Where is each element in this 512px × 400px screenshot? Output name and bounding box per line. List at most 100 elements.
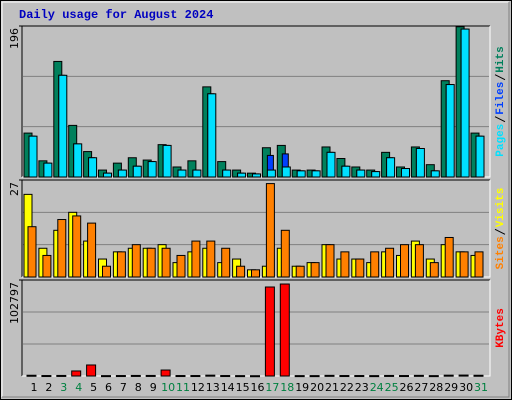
bar [236,265,246,278]
bar [87,222,97,278]
bar [414,244,424,278]
bar [117,169,127,178]
bar [264,286,275,377]
x-tick-label: 19 [295,381,309,394]
legend: Pages Files Hits [494,46,507,157]
x-tick-label: 15 [236,381,250,394]
bar [401,168,410,178]
x-tick-label: 8 [135,381,142,394]
y-tick-label: 102797 [8,282,21,324]
bar [399,375,409,378]
bar [103,172,112,178]
bar [473,374,484,377]
bar [341,165,351,178]
x-tick-label: 5 [90,381,97,394]
bar [386,157,396,178]
x-tick-label: 4 [75,381,82,394]
bar [294,375,305,378]
bar [116,251,126,278]
bar [41,375,52,378]
bar [131,244,141,278]
bar [220,375,231,378]
bar [115,375,126,378]
x-tick-label: 2 [45,381,52,394]
bar [280,229,290,278]
bar [206,240,216,278]
x-tick-label: 31 [474,381,488,394]
bar [460,28,470,178]
bar [413,374,424,377]
bar [130,374,141,377]
x-tick-label: 29 [444,381,458,394]
bar [354,375,365,378]
bar [443,374,454,377]
bar [250,375,260,378]
x-tick-label: 10 [161,381,175,394]
bar [325,244,335,278]
legend-separator [494,228,506,235]
bar [72,215,82,278]
bar [429,262,439,278]
legend-label: KBytes [495,308,507,348]
bar [187,160,197,178]
legend-label: Visits [495,188,507,228]
plot-area [22,280,490,376]
x-tick-label: 7 [120,381,127,394]
x-tick-label: 25 [385,381,399,394]
y-tick-label: 196 [8,28,21,49]
x-tick-label: 6 [105,381,112,394]
bar [400,244,409,278]
x-tick-label: 13 [206,381,220,394]
x-tick-label: 17 [265,381,279,394]
bar [369,375,380,378]
legend-label: Sites [495,236,507,269]
bar [205,374,216,377]
bar [161,247,171,278]
bar [310,262,320,278]
x-tick-label: 1 [31,381,38,394]
bar [385,247,395,278]
legend-separator [494,116,506,123]
bar [207,93,217,178]
bar [217,161,227,178]
bar [190,375,201,378]
bar [370,251,380,278]
bar [160,369,171,377]
x-tick-label: 30 [459,381,473,394]
bar [281,166,291,178]
x-tick-label: 3 [60,381,67,394]
bar [474,251,484,278]
legend-label: Pages [495,124,507,157]
bar [26,374,37,377]
bar [57,219,67,278]
bar [146,247,156,278]
x-tick-label: 23 [355,381,369,394]
bar [162,144,172,178]
bar [222,169,232,178]
x-tick-label: 24 [370,381,384,394]
bar [355,258,365,278]
bar [145,374,156,377]
bar [340,251,350,278]
x-tick-label: 22 [340,381,354,394]
bar [252,173,261,178]
bar [132,165,142,178]
bar [444,236,454,278]
bar [221,247,231,278]
x-tick-label: 9 [150,381,157,394]
bar [86,364,97,377]
x-tick-label: 27 [414,381,428,394]
bar [237,172,247,178]
bar [445,84,455,178]
bar [147,161,157,178]
x-tick-label: 21 [325,381,339,394]
legend-separator [494,74,506,81]
x-tick-label: 11 [176,381,190,394]
x-tick-label: 12 [191,381,205,394]
bar [311,170,321,178]
legend-label: Files [495,82,507,115]
bar [251,269,260,278]
